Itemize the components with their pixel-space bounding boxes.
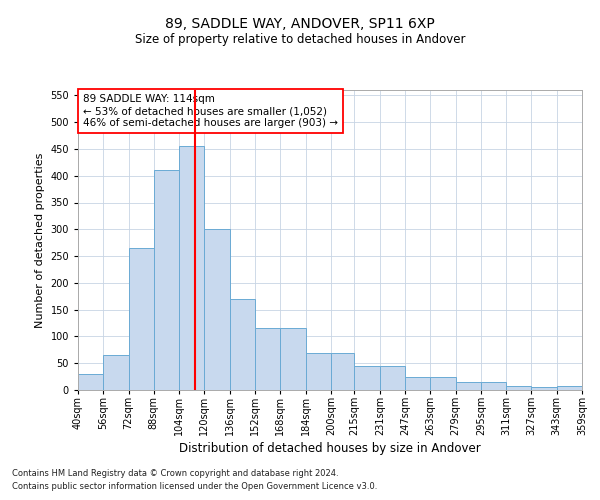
Text: Contains HM Land Registry data © Crown copyright and database right 2024.: Contains HM Land Registry data © Crown c… <box>12 469 338 478</box>
Bar <box>128 248 154 390</box>
Bar <box>532 388 557 390</box>
Bar <box>154 170 179 390</box>
Bar <box>430 376 455 390</box>
X-axis label: Distribution of detached houses by size in Andover: Distribution of detached houses by size … <box>179 442 481 455</box>
Bar <box>103 355 128 390</box>
Bar <box>78 374 103 390</box>
Bar <box>280 328 305 390</box>
Bar <box>405 376 430 390</box>
Bar <box>179 146 205 390</box>
Text: 89, SADDLE WAY, ANDOVER, SP11 6XP: 89, SADDLE WAY, ANDOVER, SP11 6XP <box>165 18 435 32</box>
Bar <box>305 352 331 390</box>
Text: Contains public sector information licensed under the Open Government Licence v3: Contains public sector information licen… <box>12 482 377 491</box>
Y-axis label: Number of detached properties: Number of detached properties <box>35 152 45 328</box>
Bar <box>481 382 506 390</box>
Bar <box>205 230 230 390</box>
Bar <box>506 386 532 390</box>
Bar <box>255 328 280 390</box>
Bar <box>455 382 481 390</box>
Bar <box>557 386 582 390</box>
Bar <box>355 366 380 390</box>
Text: Size of property relative to detached houses in Andover: Size of property relative to detached ho… <box>135 32 465 46</box>
Text: 89 SADDLE WAY: 114sqm
← 53% of detached houses are smaller (1,052)
46% of semi-d: 89 SADDLE WAY: 114sqm ← 53% of detached … <box>83 94 338 128</box>
Bar <box>380 366 405 390</box>
Bar <box>331 352 355 390</box>
Bar <box>230 299 255 390</box>
